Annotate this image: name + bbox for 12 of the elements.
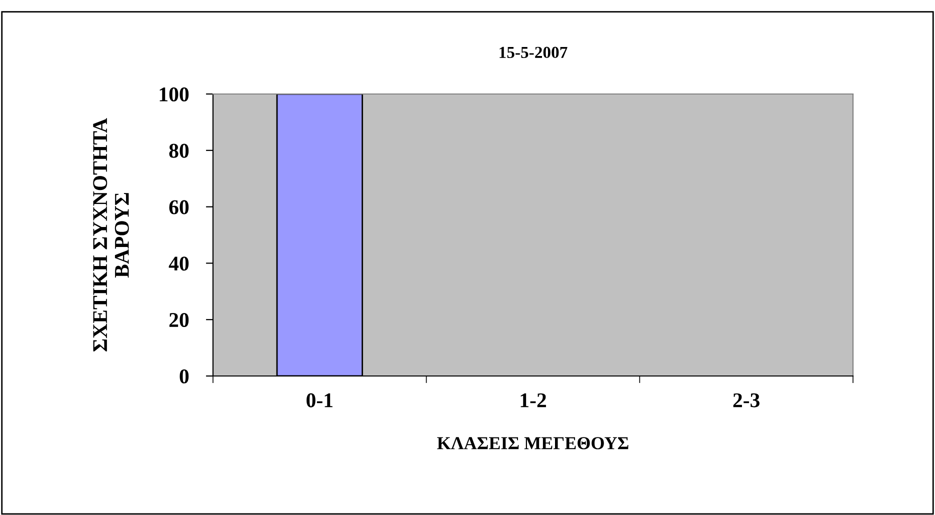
- x-tick-label: 1-2: [520, 393, 546, 408]
- y-tick-label: 20: [169, 312, 189, 328]
- x-tick-label: 0-1: [306, 393, 332, 408]
- y-tick-label: 80: [169, 144, 189, 158]
- x-tick-label: 2-3: [733, 393, 760, 408]
- y-tick-label: 100: [160, 87, 189, 102]
- y-tick-label: 60: [169, 200, 189, 214]
- x-axis-title: ΚΛΑΣΕΙΣ ΜΕΓΕΘΟΥΣ: [437, 437, 628, 450]
- y-tick-label: 40: [168, 256, 189, 271]
- y-tick-label: 0: [180, 369, 189, 384]
- y-axis-title: ΣΧΕΤΙΚΗ ΣΥΧΝΟΤΗΤΑ ΒΑΡΟΥΣ: [93, 118, 129, 352]
- chart-title: 15-5-2007: [500, 46, 568, 58]
